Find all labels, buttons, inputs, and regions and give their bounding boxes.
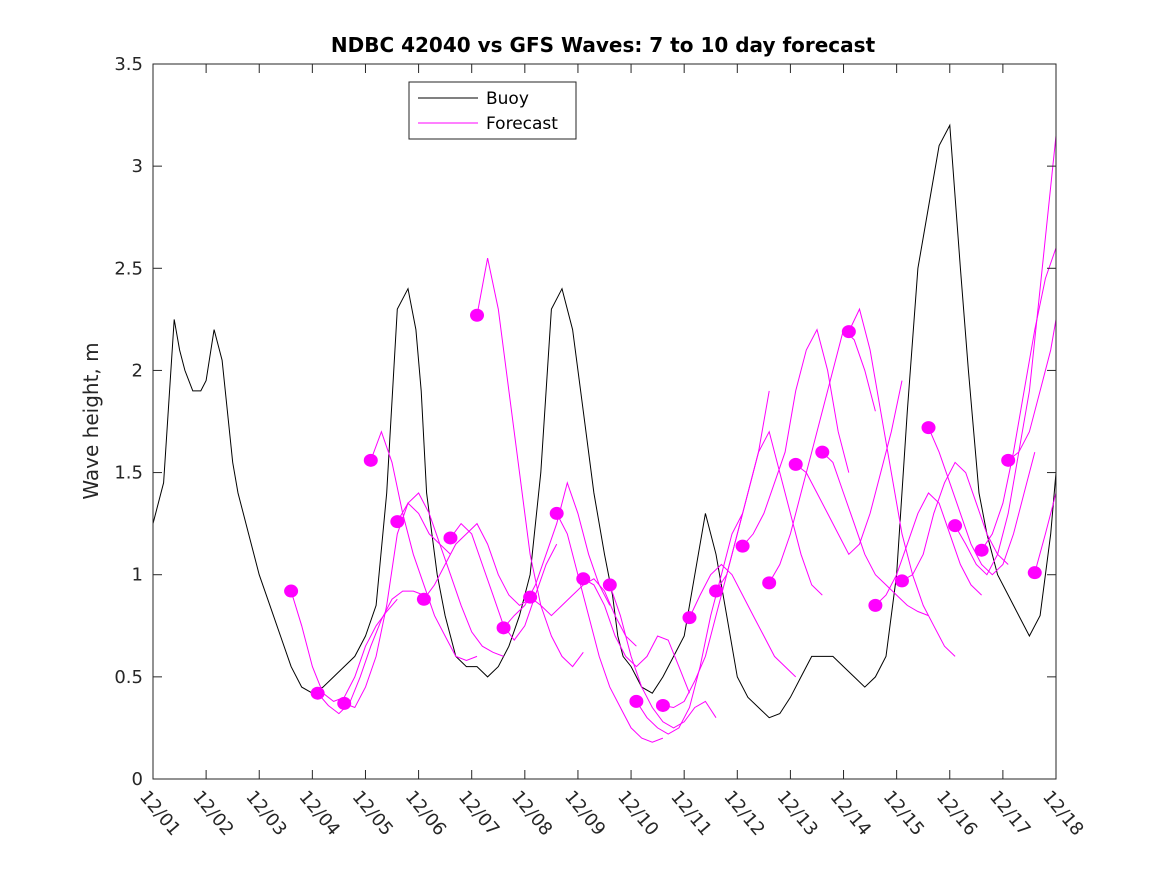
x-tick-label: 12/17: [985, 787, 1034, 840]
forecast-start-marker-1: [284, 584, 299, 598]
x-tick-label: 12/08: [507, 787, 556, 840]
forecast-start-marker-9: [496, 621, 511, 635]
y-tick-label: 2.5: [114, 258, 143, 279]
forecast-line-14: [635, 513, 744, 735]
y-axis-label: Wave height, m: [79, 342, 103, 499]
forecast-line-2: [317, 590, 425, 715]
forecast-start-marker-16: [682, 611, 697, 625]
forecast-series-group: [290, 135, 1057, 743]
forecast-line-17: [715, 430, 823, 596]
x-tick-label: 12/10: [613, 787, 662, 840]
forecast-start-marker-8: [470, 308, 485, 322]
forecast-start-marker-19: [762, 576, 777, 590]
forecast-start-marker-7: [443, 531, 458, 545]
plot-area: [153, 64, 1056, 779]
forecast-line-16: [689, 563, 797, 678]
forecast-line-6: [423, 522, 531, 607]
forecast-start-marker-15: [655, 698, 670, 712]
forecast-start-marker-10: [523, 590, 538, 604]
forecast-start-marker-29: [1027, 566, 1042, 580]
x-tick-label: 12/13: [773, 787, 822, 840]
forecast-line-28: [1007, 319, 1057, 461]
y-tick-label: 1: [132, 565, 143, 586]
forecast-start-marker-24: [894, 574, 909, 588]
chart-title: NDBC 42040 vs GFS Waves: 7 to 10 day for…: [331, 33, 876, 57]
x-tick-label: 12/14: [826, 787, 875, 840]
forecast-line-26: [954, 135, 1057, 576]
x-tick-label: 12/16: [932, 787, 981, 840]
forecast-start-marker-13: [602, 578, 617, 592]
x-tick-label: 12/09: [560, 787, 609, 840]
forecast-line-8: [476, 257, 584, 668]
x-tick-label: 12/06: [401, 787, 450, 840]
forecast-start-marker-2: [310, 686, 325, 700]
forecast-start-marker-21: [815, 445, 830, 459]
forecast-start-marker-5: [390, 515, 405, 529]
y-tick-label: 3.5: [114, 54, 143, 75]
forecast-line-29: [1034, 492, 1057, 573]
forecast-line-9: [503, 481, 611, 629]
y-tick-label: 1.5: [114, 463, 143, 484]
legend-buoy-label: Buoy: [486, 89, 529, 109]
forecast-line-11: [556, 513, 664, 743]
forecast-line-27: [981, 247, 1057, 551]
x-tick-label: 12/01: [135, 787, 184, 840]
legend: Buoy Forecast: [408, 81, 577, 140]
forecast-line-23: [875, 492, 982, 606]
x-tick-label: 12/11: [666, 787, 715, 840]
y-tick-label: 2: [132, 360, 143, 381]
forecast-line-25: [928, 427, 1036, 576]
x-tick-label: 12/15: [879, 787, 928, 840]
forecast-line-22: [848, 307, 956, 657]
forecast-start-marker-17: [709, 584, 724, 598]
forecast-line-3: [344, 502, 451, 709]
x-tick-label: 12/05: [348, 787, 397, 840]
forecast-start-marker-20: [788, 457, 803, 471]
forecast-start-marker-28: [1001, 453, 1016, 467]
forecast-line-24: [901, 461, 1009, 582]
forecast-start-marker-6: [416, 592, 431, 606]
forecast-line-20: [795, 380, 903, 556]
x-tick-label: 12/12: [719, 787, 768, 840]
forecast-line-18: [742, 328, 850, 547]
forecast-line-5: [396, 492, 504, 657]
forecast-start-marker-3: [337, 696, 352, 710]
forecast-line-13: [609, 584, 717, 729]
x-tick-label: 12/03: [241, 787, 290, 840]
plot-frame: [152, 63, 1057, 780]
y-tick-label: 0: [132, 769, 143, 790]
forecast-start-marker-22: [841, 325, 856, 339]
forecast-start-marker-4: [363, 453, 378, 467]
legend-forecast-label: Forecast: [486, 114, 558, 134]
legend-box: [408, 81, 577, 140]
forecast-start-marker-27: [974, 543, 989, 557]
forecast-start-marker-23: [868, 598, 883, 612]
x-tick-label: 12/18: [1038, 787, 1087, 840]
x-tick-label: 12/04: [295, 787, 344, 840]
forecast-start-marker-18: [735, 539, 750, 553]
forecast-line-4: [370, 430, 478, 662]
forecast-start-marker-14: [629, 694, 644, 708]
forecast-start-marker-26: [948, 519, 963, 533]
forecast-line-21: [821, 451, 929, 617]
y-axis: 0 0.5 1 1.5 2 2.5 3 3.5: [114, 54, 1056, 790]
forecast-start-marker-25: [921, 421, 936, 435]
forecast-start-markers: [284, 308, 1042, 712]
forecast-line-19: [768, 328, 876, 584]
x-tick-label: 12/07: [454, 787, 503, 840]
forecast-start-marker-12: [576, 572, 591, 586]
buoy-series: [152, 123, 1057, 719]
y-tick-label: 3: [132, 156, 143, 177]
forecast-start-marker-11: [549, 506, 564, 520]
x-tick-label: 12/02: [188, 787, 237, 840]
forecast-line-12: [583, 578, 690, 694]
y-tick-label: 0.5: [114, 667, 143, 688]
buoy-line: [152, 123, 1057, 719]
